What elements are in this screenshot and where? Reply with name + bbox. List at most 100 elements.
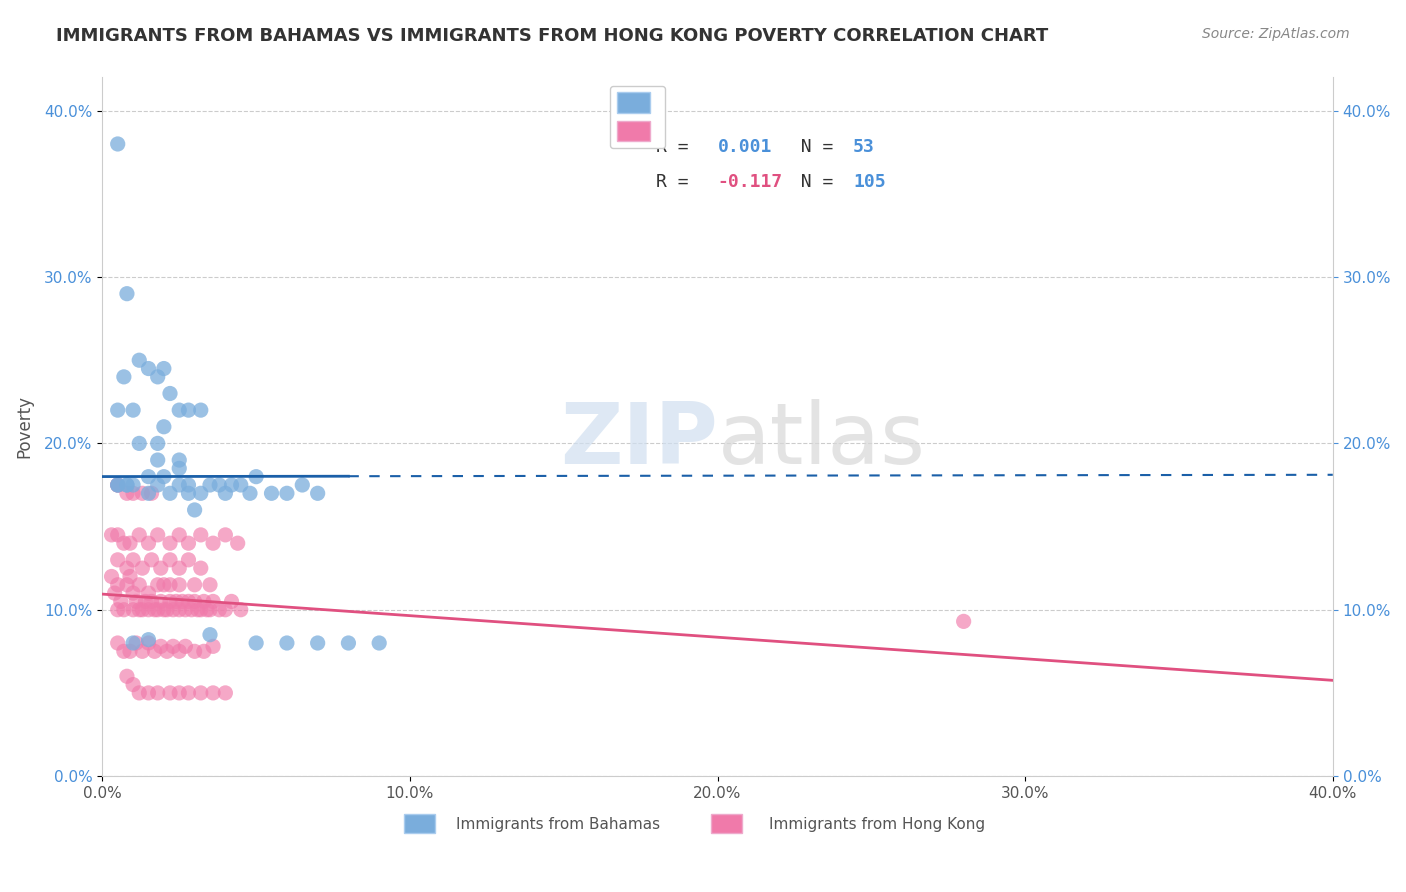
Point — [138, 686, 160, 700]
Point — [115, 578, 138, 592]
Point — [159, 594, 181, 608]
Point — [122, 636, 145, 650]
Point — [307, 486, 329, 500]
Point — [115, 478, 138, 492]
Point — [167, 403, 190, 417]
Point — [138, 603, 160, 617]
Point — [174, 603, 197, 617]
Point — [153, 578, 176, 592]
Point — [202, 640, 225, 654]
Point — [177, 594, 200, 608]
Point — [229, 478, 252, 492]
Point — [143, 644, 166, 658]
Point — [146, 436, 169, 450]
Point — [198, 478, 221, 492]
Point — [162, 640, 184, 654]
Text: Source: ZipAtlas.com: Source: ZipAtlas.com — [1202, 27, 1350, 41]
Point — [115, 561, 138, 575]
Point — [214, 486, 236, 500]
Point — [195, 603, 218, 617]
Point — [183, 594, 205, 608]
Point — [276, 636, 298, 650]
Point — [128, 353, 150, 368]
Point — [138, 486, 160, 500]
Point — [180, 603, 202, 617]
Text: N =: N = — [779, 173, 845, 191]
Point — [146, 478, 169, 492]
Point — [276, 486, 298, 500]
Point — [115, 669, 138, 683]
Point — [107, 603, 129, 617]
Point — [202, 536, 225, 550]
Y-axis label: Poverty: Poverty — [15, 395, 32, 458]
Point — [208, 478, 231, 492]
Point — [190, 686, 212, 700]
Point — [122, 403, 145, 417]
Point — [146, 686, 169, 700]
Point — [167, 453, 190, 467]
Point — [337, 636, 360, 650]
Point — [159, 578, 181, 592]
Point — [187, 603, 209, 617]
Point — [198, 578, 221, 592]
Point — [226, 536, 249, 550]
Point — [128, 436, 150, 450]
Point — [115, 286, 138, 301]
Point — [122, 586, 145, 600]
Point — [125, 636, 148, 650]
Point — [174, 640, 197, 654]
Point — [143, 603, 166, 617]
Point — [177, 486, 200, 500]
Point — [159, 686, 181, 700]
Point — [112, 369, 135, 384]
Point — [153, 419, 176, 434]
Text: N =: N = — [779, 138, 845, 156]
Text: 105: 105 — [853, 173, 886, 191]
Point — [952, 615, 974, 629]
Point — [146, 578, 169, 592]
Text: atlas: atlas — [717, 400, 925, 483]
Point — [122, 603, 145, 617]
FancyBboxPatch shape — [711, 814, 742, 833]
Point — [167, 686, 190, 700]
Text: Immigrants from Bahamas: Immigrants from Bahamas — [456, 817, 659, 832]
Point — [128, 686, 150, 700]
Point — [138, 636, 160, 650]
Point — [183, 503, 205, 517]
Point — [239, 486, 262, 500]
Point — [138, 361, 160, 376]
Point — [118, 536, 141, 550]
Point — [167, 461, 190, 475]
Point — [141, 486, 163, 500]
Point — [260, 486, 283, 500]
Point — [159, 486, 181, 500]
Point — [115, 478, 138, 492]
Point — [112, 644, 135, 658]
Point — [167, 561, 190, 575]
Point — [131, 603, 153, 617]
Point — [167, 478, 190, 492]
Point — [107, 478, 129, 492]
Point — [167, 644, 190, 658]
Point — [122, 478, 145, 492]
Point — [153, 469, 176, 483]
Point — [107, 578, 129, 592]
Point — [128, 603, 150, 617]
Point — [159, 536, 181, 550]
Legend: , : , — [610, 86, 665, 148]
Point — [190, 603, 212, 617]
Point — [177, 478, 200, 492]
Text: IMMIGRANTS FROM BAHAMAS VS IMMIGRANTS FROM HONG KONG POVERTY CORRELATION CHART: IMMIGRANTS FROM BAHAMAS VS IMMIGRANTS FR… — [56, 27, 1049, 45]
Point — [107, 528, 129, 542]
Point — [183, 578, 205, 592]
Text: 53: 53 — [853, 138, 875, 156]
Point — [193, 644, 215, 658]
Point — [131, 644, 153, 658]
Point — [107, 403, 129, 417]
Point — [159, 553, 181, 567]
Point — [229, 603, 252, 617]
Point — [167, 528, 190, 542]
Point — [190, 561, 212, 575]
Point — [122, 553, 145, 567]
Point — [107, 553, 129, 567]
